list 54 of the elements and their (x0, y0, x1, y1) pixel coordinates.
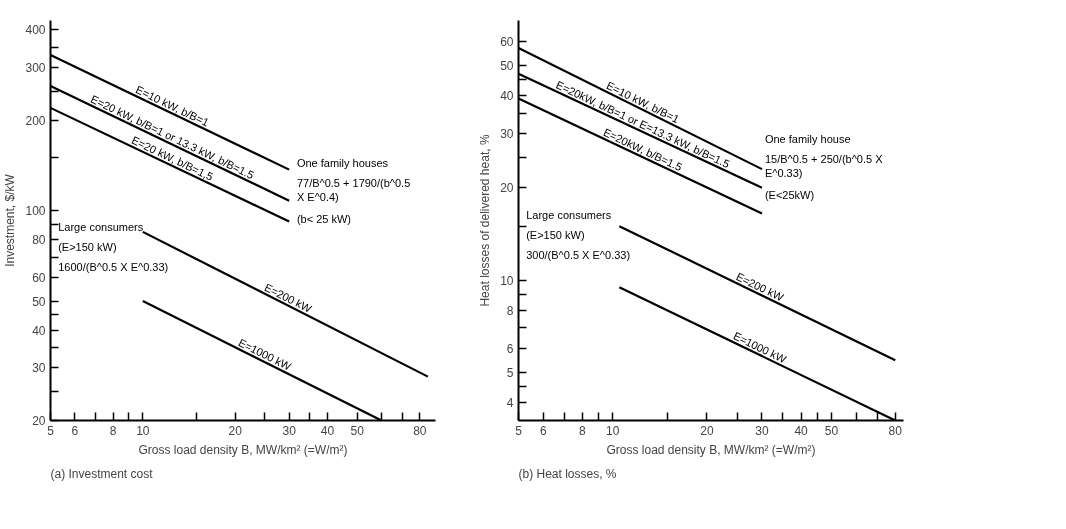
y-tick-label: 8 (506, 303, 514, 318)
y-tick-label: 60 (500, 34, 514, 49)
x-tick-label: 30 (282, 423, 297, 438)
y-tick-label: 40 (32, 323, 46, 338)
x-tick-label: 20 (228, 423, 243, 438)
y-tick-label: 40 (500, 88, 514, 103)
annotation: 1600/(B^0.5 X E^0.33) (58, 260, 169, 273)
y-tick-label: 400 (25, 23, 46, 38)
y-tick-label: 6 (506, 342, 514, 357)
y-axis-title: Heat losses of delivered heat, % (478, 134, 493, 307)
annotation: (b< 25 kW) (296, 212, 352, 225)
annotation: (E>150 kW) (58, 240, 117, 253)
annotation: 77/B^0.5 + 1790/(b^0.5 X E^0.4) (296, 176, 411, 203)
text: (a) Investment cost (50, 466, 154, 481)
y-tick-label: 80 (32, 233, 46, 248)
x-tick-label: 50 (824, 423, 839, 438)
y-tick-label: 20 (32, 414, 46, 428)
x-tick-label: 10 (606, 423, 620, 438)
y-tick-label: 10 (500, 273, 514, 288)
text: (b) Heat losses, % (518, 466, 617, 481)
x-tick-label: 80 (888, 423, 903, 438)
x-tick-label: 8 (109, 423, 117, 438)
annotation: 300/(B^0.5 X E^0.33) (526, 248, 631, 261)
y-axis-title: Investment, $/kW (3, 173, 18, 267)
x-axis-title: Gross load density B, MW/km² (=W/m²) (138, 442, 348, 457)
y-tick-label: 300 (25, 60, 46, 75)
y-tick-label: 20 (500, 181, 514, 196)
annotation: One family houses (296, 156, 389, 169)
x-tick-label: 6 (71, 423, 79, 438)
annotation: (E<25kW) (764, 188, 815, 201)
x-tick-label: 50 (350, 423, 365, 438)
y-tick-label: 200 (25, 113, 46, 128)
annotation: One family house (764, 132, 851, 145)
y-tick-label: 4 (506, 396, 514, 411)
x-tick-label: 80 (413, 423, 427, 438)
x-tick-label: 40 (320, 423, 335, 438)
y-tick-label: 100 (25, 204, 46, 219)
x-axis-title: Gross load density B, MW/km² (=W/m²) (606, 442, 816, 457)
x-tick-label: 6 (539, 423, 547, 438)
annotation: Large consumers (58, 220, 144, 233)
x-tick-label: 30 (755, 423, 769, 438)
y-tick-label: 30 (32, 361, 46, 376)
x-tick-label: 40 (794, 423, 809, 438)
x-tick-label: 10 (136, 423, 150, 438)
annotation: Large consumers (526, 208, 612, 221)
y-tick-label: 5 (506, 366, 514, 381)
x-tick-label: 20 (700, 423, 714, 438)
annotation: 15/B^0.5 + 250/(b^0.5 X E^0.33) (764, 152, 884, 179)
annotation: (E>150 kW) (526, 228, 585, 241)
y-tick-label: 30 (500, 127, 514, 142)
y-tick-label: 60 (32, 270, 46, 285)
y-tick-label: 50 (500, 58, 514, 73)
y-tick-label: 50 (32, 294, 46, 309)
x-tick-label: 8 (579, 423, 587, 438)
